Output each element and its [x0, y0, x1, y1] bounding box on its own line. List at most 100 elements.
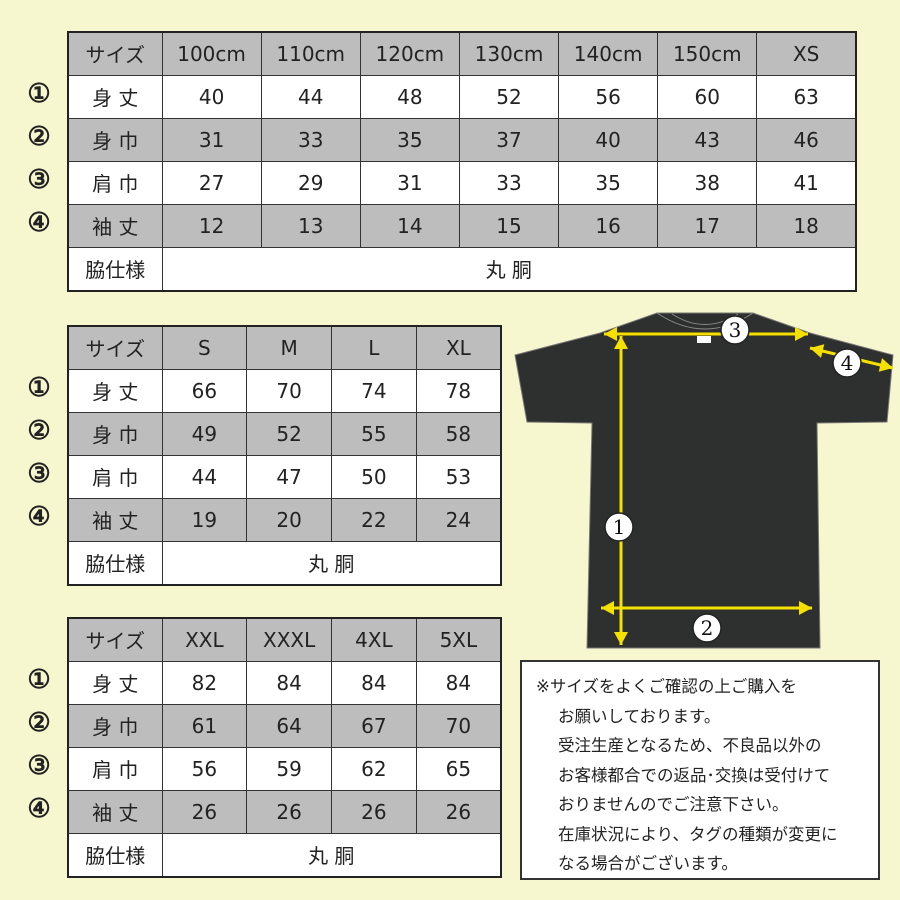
marker-number: 3 [729, 318, 742, 342]
row-label: 身 巾 [67, 411, 163, 456]
size-table-2: サイズ S M L XL 身 丈 66 70 74 78 身 巾 49 52 55 58 肩 巾 44 47 50 5… [67, 325, 502, 586]
measurement-cell: 40 [558, 117, 659, 162]
measurement-cell: 15 [458, 203, 560, 248]
notice-line: 在庫状況により、タグの種類が変更に [558, 824, 838, 844]
marker-number: 2 [701, 616, 714, 640]
side-spec-label: 脇仕様 [67, 540, 163, 586]
row-marker: ② [27, 416, 51, 446]
measurement-cell: 35 [359, 117, 460, 162]
diagram-marker-3: 3 [720, 315, 750, 345]
row-label: 袖 丈 [67, 203, 163, 248]
row-label: 身 巾 [67, 117, 163, 162]
table-row: 身 丈 40 44 48 52 56 60 63 [67, 74, 857, 119]
header-label: サイズ [67, 31, 163, 76]
marker-number: 1 [613, 515, 626, 539]
size-header: 120cm [359, 31, 460, 76]
measurement-cell: 67 [331, 703, 417, 748]
header-label: サイズ [67, 325, 163, 370]
shoulder-arrow [604, 327, 808, 341]
header-label: サイズ [67, 617, 163, 662]
side-spec-value: 丸 胴 [161, 246, 857, 292]
measurement-cell: 26 [415, 789, 502, 834]
measurement-cell: 12 [161, 203, 262, 248]
size-header: XXL [161, 617, 248, 662]
marker-number: 4 [841, 351, 854, 375]
size-table-1: サイズ 100cm 110cm 120cm 130cm 140cm 150cm XS 身 丈 40… [67, 31, 857, 292]
row-label: 身 巾 [67, 703, 163, 748]
size-table-3: サイズ XXL XXXL 4XL 5XL 身 丈 82 84 84 84 身 巾 61 64 67 70 肩 … [67, 617, 502, 878]
notice-line: なる場合がございます。 [558, 854, 738, 873]
table-row: 身 巾 49 52 55 58 [67, 411, 502, 456]
tshirt-tag [697, 336, 711, 343]
notice-line: ※サイズをよくご確認の上ご購入を [536, 677, 797, 696]
measurement-cell: 47 [246, 454, 332, 499]
row-marker: ③ [27, 751, 51, 781]
row-label: 肩 巾 [67, 454, 163, 499]
measurement-cell: 70 [246, 368, 332, 413]
measurement-cell: 24 [415, 497, 502, 542]
measurement-cell: 26 [331, 789, 417, 834]
measurement-cell: 18 [756, 203, 857, 248]
measurement-cell: 31 [359, 160, 460, 205]
size-header: 100cm [161, 31, 262, 76]
notice-line: お客様都合での返品･交換は受付けて [558, 765, 831, 785]
measurement-cell: 50 [331, 454, 417, 499]
notice-line: お願いしております。 [558, 706, 721, 726]
header-row: サイズ XXL XXXL 4XL 5XL [67, 617, 502, 662]
measurement-cell: 17 [657, 203, 758, 248]
row-label: 身 丈 [67, 368, 163, 413]
header-row: サイズ S M L XL [67, 325, 502, 370]
row-label: 袖 丈 [67, 497, 163, 542]
size-header: XS [756, 31, 857, 76]
measurement-cell: 14 [359, 203, 460, 248]
table-row: 袖 丈 26 26 26 26 [67, 789, 502, 834]
measurement-cell: 27 [161, 160, 262, 205]
measurement-cell: 29 [260, 160, 361, 205]
measurement-cell: 84 [415, 660, 502, 705]
measurement-cell: 40 [161, 74, 262, 119]
row-marker: ② [27, 122, 51, 152]
size-header: S [161, 325, 248, 370]
measurement-cell: 58 [415, 411, 502, 456]
measurement-cell: 19 [161, 497, 248, 542]
diagram-marker-4: 4 [832, 348, 862, 378]
size-header: 5XL [415, 617, 502, 662]
measurement-cell: 46 [756, 117, 857, 162]
row-marker: ② [27, 708, 51, 738]
table-row: 身 丈 66 70 74 78 [67, 368, 502, 413]
measurement-cell: 49 [161, 411, 248, 456]
row-marker: ① [27, 373, 51, 403]
measurement-cell: 31 [161, 117, 262, 162]
row-label: 身 丈 [67, 74, 163, 119]
measurement-cell: 43 [657, 117, 758, 162]
size-header: L [331, 325, 417, 370]
side-spec-label: 脇仕様 [67, 246, 163, 292]
row-marker: ③ [27, 459, 51, 489]
row-marker: ① [27, 79, 51, 109]
length-arrow [614, 336, 628, 645]
measurement-cell: 33 [458, 160, 560, 205]
width-arrow [601, 601, 812, 615]
row-label: 肩 巾 [67, 746, 163, 791]
side-spec-value: 丸 胴 [161, 540, 502, 586]
measurement-cell: 33 [260, 117, 361, 162]
size-header: 140cm [558, 31, 659, 76]
notice-line: おりませんのでご注意下さい。 [558, 795, 789, 814]
measurement-cell: 48 [359, 74, 460, 119]
side-spec-label: 脇仕様 [67, 832, 163, 878]
diagram-marker-2: 2 [692, 613, 722, 643]
measurement-cell: 22 [331, 497, 417, 542]
measurement-cell: 16 [558, 203, 659, 248]
size-header: XXXL [246, 617, 332, 662]
measurement-cell: 74 [331, 368, 417, 413]
side-spec-row: 脇仕様丸 胴 [67, 540, 502, 586]
diagram-marker-1: 1 [604, 512, 634, 542]
size-header: 130cm [458, 31, 560, 76]
size-header: 110cm [260, 31, 361, 76]
table-row: 袖 丈 12 13 14 15 16 17 18 [67, 203, 857, 248]
row-marker: ④ [27, 208, 51, 238]
measurement-cell: 56 [161, 746, 248, 791]
table-row: 肩 巾 56 59 62 65 [67, 746, 502, 791]
notice-line: 受注生産となるため、不良品以外の [558, 736, 822, 755]
measurement-cell: 84 [246, 660, 332, 705]
